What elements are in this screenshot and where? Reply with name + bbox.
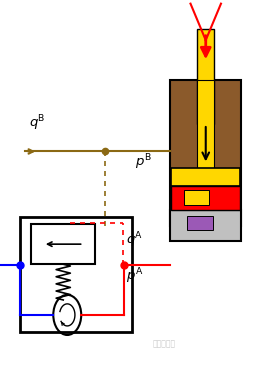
- Text: $p^{\rm B}$: $p^{\rm B}$: [135, 152, 151, 172]
- Bar: [198, 80, 214, 171]
- Bar: [20, 217, 132, 332]
- Text: $q^{\rm B}$: $q^{\rm B}$: [29, 114, 46, 134]
- Bar: [31, 224, 95, 264]
- Text: $q^{\rm A}$: $q^{\rm A}$: [126, 231, 143, 250]
- Bar: [187, 216, 213, 230]
- Text: 液压那些事: 液压那些事: [152, 340, 176, 349]
- Bar: [170, 80, 241, 226]
- Text: $p^{\rm A}$: $p^{\rm A}$: [126, 266, 143, 286]
- Bar: [198, 29, 214, 124]
- Bar: [170, 210, 241, 241]
- Bar: [184, 190, 209, 205]
- Bar: [171, 168, 240, 186]
- Bar: [171, 186, 240, 210]
